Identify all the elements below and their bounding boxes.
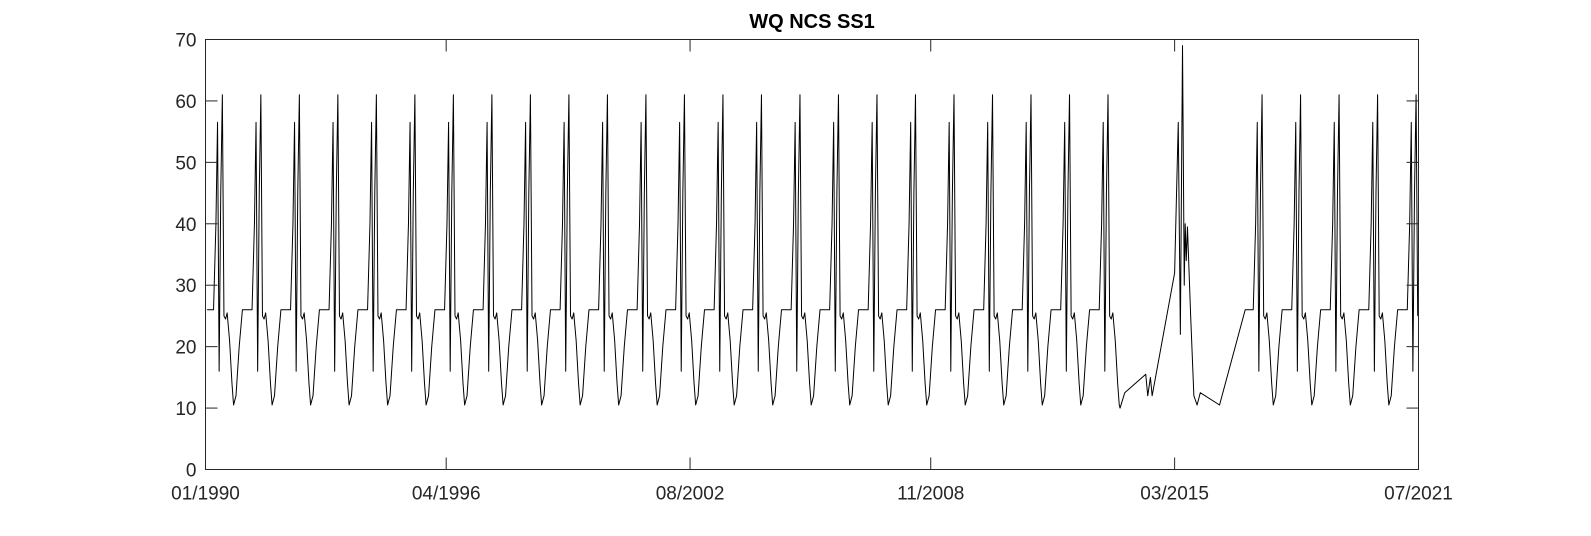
x-tick-label: 08/2002 — [656, 484, 725, 505]
x-axis: 01/1990 04/1996 08/2002 11/2008 03/2015 07/20… — [171, 39, 1453, 505]
x-tick-label: 03/2015 — [1140, 484, 1209, 505]
y-tick-label: 20 — [175, 338, 196, 359]
y-tick-label: 70 — [175, 31, 196, 52]
series-line-ss1 — [207, 45, 1419, 409]
y-tick-label: 50 — [175, 153, 196, 174]
y-tick-label: 0 — [186, 461, 197, 482]
chart-title: WQ NCS SS1 — [749, 11, 875, 33]
x-tick-label: 11/2008 — [897, 484, 964, 505]
x-tick-label: 07/2021 — [1384, 484, 1453, 505]
y-tick-label: 30 — [175, 276, 196, 297]
x-tick-label: 04/1996 — [412, 484, 481, 505]
y-tick-label: 10 — [175, 399, 196, 420]
y-tick-label: 40 — [175, 215, 196, 236]
axes-frame — [205, 39, 1419, 470]
y-axis: 0 10 20 30 40 50 60 70 — [175, 31, 1419, 482]
y-tick-label: 60 — [175, 92, 196, 113]
x-tick-label: 01/1990 — [171, 484, 240, 505]
plot-area — [205, 39, 1419, 470]
